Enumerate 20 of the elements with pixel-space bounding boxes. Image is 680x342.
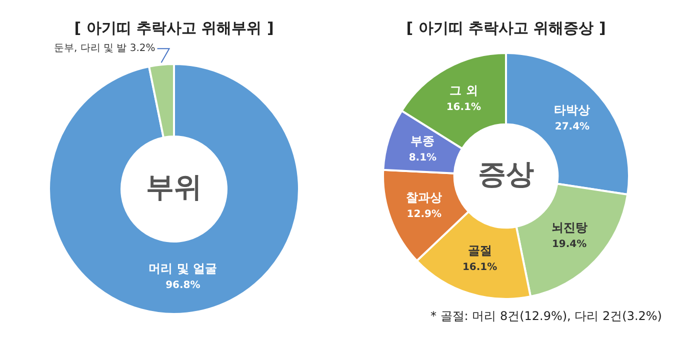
slice-label: 부종	[410, 134, 435, 148]
data-label: 12.9%	[406, 208, 442, 220]
slice-label: 골절	[468, 243, 492, 258]
data-label: 8.1%	[408, 152, 437, 164]
text: 부위	[146, 170, 202, 204]
slice-label: 머리 및 얼굴	[148, 261, 218, 276]
slice-label: 그 외	[450, 84, 478, 98]
data-label: 27.4%	[554, 122, 590, 133]
slice-label: 타박상	[554, 103, 590, 118]
slice-label: 찰과상	[406, 190, 442, 204]
data-label: 19.4%	[552, 238, 587, 250]
data-label: 16.1%	[446, 102, 482, 114]
text: * 골절: 머리 8건(12.9%), 다리 2건(3.2%)	[429, 308, 663, 325]
slice-label: 뇌진탕	[551, 220, 588, 234]
chart-title: [ 아기띠 추락사고 위해증상 ]	[406, 18, 606, 37]
text: 증상	[478, 157, 534, 190]
slice-label: 둔부, 다리 및 발 3.2%	[54, 43, 156, 54]
data-label: 16.1%	[462, 262, 498, 273]
chart-title: [ 아기띠 추락사고 위해부위 ]	[74, 18, 274, 37]
data-label: 96.8%	[166, 280, 200, 291]
